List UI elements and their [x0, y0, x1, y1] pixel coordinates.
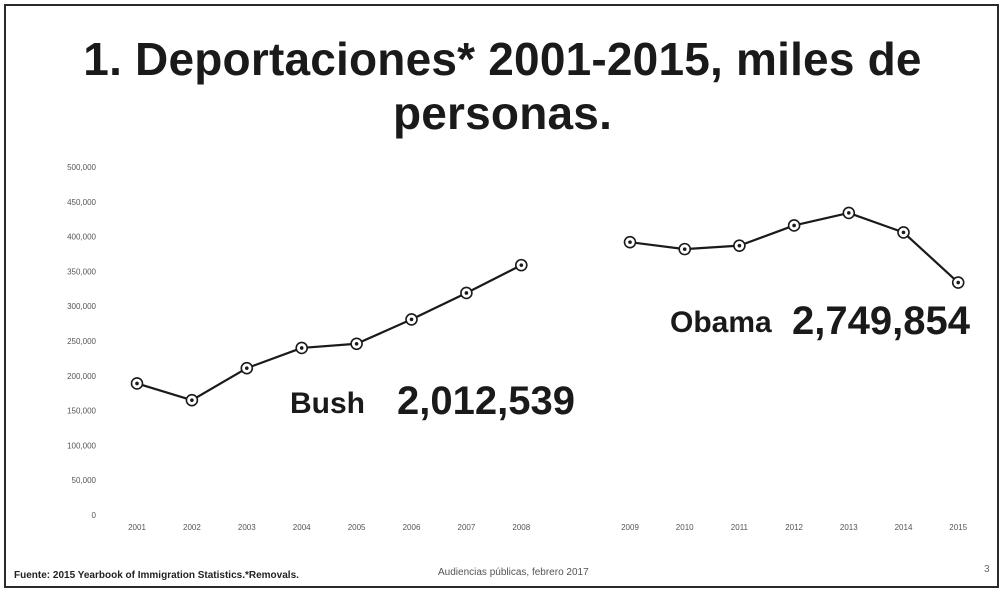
y-tick-label: 0 [92, 511, 97, 520]
data-point-center [628, 240, 632, 244]
y-tick-label: 450,000 [67, 198, 96, 207]
y-tick-label: 250,000 [67, 337, 96, 346]
y-tick-label: 50,000 [72, 476, 97, 485]
x-tick-label: 2007 [458, 523, 476, 532]
page-number: 3 [984, 564, 990, 575]
data-point-center [792, 223, 796, 228]
y-tick-label: 350,000 [67, 267, 96, 276]
chart-title: 1. Deportaciones* 2001-2015, miles de pe… [0, 32, 1005, 140]
x-tick-label: 2013 [840, 523, 858, 532]
y-tick-label: 100,000 [67, 441, 96, 450]
y-tick-label: 200,000 [67, 372, 96, 381]
data-point-center [135, 381, 139, 386]
x-tick-label: 2008 [512, 523, 530, 532]
data-point-center [901, 230, 906, 235]
x-tick-label: 2004 [293, 523, 311, 532]
data-point-center [847, 211, 851, 215]
y-tick-label: 300,000 [67, 302, 96, 311]
x-tick-label: 2009 [621, 523, 639, 532]
x-tick-label: 2015 [949, 523, 967, 532]
data-point-center [409, 317, 414, 322]
data-point-center [956, 280, 960, 285]
title-line-2: personas. [392, 87, 613, 139]
x-tick-label: 2001 [128, 523, 146, 532]
slide-frame [4, 4, 999, 588]
data-point-center [464, 291, 469, 295]
obama-total: 2,749,854 [792, 299, 971, 343]
footer-caption: Audiencias públicas, febrero 2017 [438, 567, 589, 578]
data-point-center [682, 247, 687, 251]
data-point-center [354, 341, 359, 346]
series-points [130, 206, 965, 407]
y-tick-label: 150,000 [67, 407, 96, 416]
bush-label: Bush [290, 387, 365, 420]
x-tick-label: 2010 [676, 523, 694, 532]
source-note: Fuente: 2015 Yearbook of Immigration Sta… [14, 570, 299, 581]
series-line-bush [136, 264, 522, 402]
data-point-center [737, 243, 742, 248]
x-tick-label: 2011 [731, 523, 749, 532]
obama-label: Obama [670, 306, 772, 339]
data-point-center [519, 263, 524, 267]
x-tick-label: 2014 [895, 523, 913, 532]
x-tick-label: 2003 [238, 523, 256, 532]
x-tick-label: 2012 [785, 523, 803, 532]
bush-total: 2,012,539 [397, 379, 575, 423]
title-line-1: 1. Deportaciones* 2001-2015, miles de [83, 33, 922, 85]
y-tick-label: 400,000 [67, 233, 96, 242]
data-point-center [299, 346, 304, 350]
data-point-center [245, 366, 249, 370]
data-point-center [190, 398, 194, 402]
y-tick-label: 500,000 [67, 163, 96, 172]
x-tick-label: 2005 [348, 523, 366, 532]
x-tick-label: 2002 [183, 523, 201, 532]
y-axis-ticks: 0 50,000 100,000 150,000 200,000 250,000 300,0… [67, 163, 96, 520]
x-axis-ticks: 2001 2002 2003 2004 2005 2006 2007 2008 2009 2010… [128, 523, 968, 532]
x-tick-label: 2006 [403, 523, 421, 532]
